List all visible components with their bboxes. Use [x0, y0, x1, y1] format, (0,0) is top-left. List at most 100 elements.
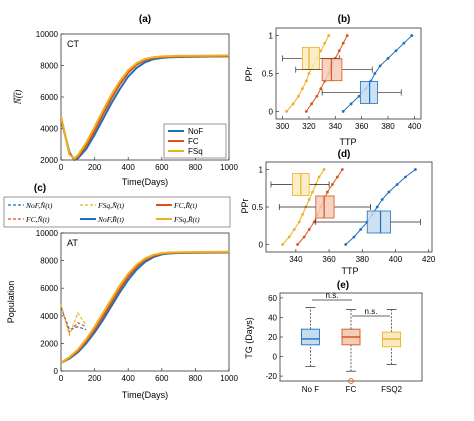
panel-e-marks: No F FC FSQ2: [300, 307, 403, 394]
panel-d-point-fsq-9: [317, 175, 321, 179]
panel-a-label: (a): [139, 14, 151, 25]
panel-b-box-fc: [321, 58, 343, 82]
legend-c-text-fsq-n: FSq,N̄(t): [97, 201, 125, 210]
panel-d-marks: [270, 168, 421, 246]
panel-c-legend-box: [3, 196, 231, 228]
panel-e-outlier-cat-1-0: [348, 378, 354, 384]
panel-c-tag: AT: [67, 238, 78, 248]
panel-a-ytick-label-3: 8000: [40, 62, 58, 71]
panel-d-label: (d): [338, 149, 351, 160]
panel-e-ticks: -20 0 20 40 60: [265, 294, 283, 381]
panel-d-point-nof-2: [359, 228, 363, 231]
ns-label-2: n.s.: [365, 307, 378, 316]
panel-c: (c) NoF,N̄(t) FSq,N̄(t) FC,R̄(t) FC,N̄(t…: [3, 183, 238, 400]
panel-b-xtick-label-3: 360: [355, 122, 369, 131]
panel-e-ytick-label-1: 0: [273, 353, 278, 362]
legend-a-text-fc: FC: [188, 137, 199, 146]
panel-e-xtick-label-cat-1: FC: [346, 385, 357, 394]
panel-a-tag: CT: [67, 39, 79, 49]
panel-d-point-fc-2: [307, 228, 311, 231]
legend-a-text-nof: NoF: [188, 127, 203, 136]
panel-d-point-fsq-2: [292, 228, 296, 231]
panel-d-point-fc-8: [331, 183, 334, 186]
line-c-4: [60, 251, 230, 364]
line-c-3: [60, 251, 230, 364]
panel-d-xtick-label-2: 380: [356, 255, 370, 264]
panel-b-point-fsq-9: [323, 41, 327, 45]
panel-d-point-fsq-0: [281, 243, 284, 246]
panel-b-point-fc-9: [341, 41, 345, 45]
panel-d-point-nof-5: [375, 205, 379, 209]
panel-d-point-fc-10: [340, 168, 344, 171]
panel-b-label: (b): [338, 14, 351, 25]
panel-e: (e) -20 0 20 40 60 No F FC FSQ2 TG (Days) n.s.…: [244, 280, 423, 394]
panel-b-point-fsq-4: [304, 79, 308, 83]
panel-c-ytick-label-5: 10000: [36, 229, 59, 238]
panel-d-xtick-label-4: 420: [422, 255, 436, 264]
panel-d-ytick-label-0: 0: [259, 241, 264, 250]
panel-d-point-fsq-10: [322, 168, 326, 171]
panel-e-ytick-label-0: -20: [265, 372, 277, 381]
panel-d-point-fc-7: [326, 190, 329, 194]
legend-c-text-fsq-r: FSq,R̄(t): [173, 215, 200, 224]
panel-d-ticks: 340 360 380 400 420 0 0.5 1: [252, 166, 436, 265]
panel-d-point-nof-7: [387, 190, 391, 194]
panel-b-point-fc-3: [319, 87, 323, 91]
panel-c-ytick-label-2: 4000: [40, 312, 58, 321]
legend-c-text-fc-r: FC,R̄(t): [173, 201, 198, 210]
panel-b-point-fsq-1: [291, 102, 295, 106]
line-c-2: [60, 304, 87, 338]
panel-b-point-nof-7: [386, 56, 390, 60]
panel-b-ylabel: PPr: [244, 66, 254, 81]
panel-c-legend: NoF,N̄(t) FSq,N̄(t) FC,R̄(t) FC,N̄(t) No…: [3, 196, 231, 228]
panel-c-xtick-label-1: 200: [88, 374, 102, 383]
panel-b-xtick-label-0: 300: [276, 122, 290, 131]
panel-c-series: [60, 250, 230, 364]
panel-e-ytick-label-4: 60: [268, 294, 277, 303]
panel-d-point-nof-9: [404, 175, 407, 179]
panel-c-xtick-label-3: 600: [155, 374, 169, 383]
panel-b-point-fsq-2: [297, 94, 300, 98]
panel-a-ytick-label-4: 10000: [36, 30, 59, 39]
panel-b: (b) 300 320 340 360 380 400 0 0.5 1 TTP PPr: [244, 14, 422, 147]
panel-e-ylabel: TG (Days): [244, 317, 254, 359]
panel-b-xtick-label-1: 320: [302, 122, 316, 131]
ns-label-1: n.s.: [326, 291, 339, 300]
panel-d-point-nof-8: [395, 183, 399, 186]
panel-b-point-fsq-0: [285, 110, 288, 113]
panel-a-legend: NoF FC FSq: [163, 123, 227, 159]
panel-d-box-fc: [315, 195, 335, 219]
panel-b-box-fsq: [301, 46, 320, 70]
panel-b-point-fc-2: [315, 94, 319, 98]
panel-d: (d) 340 360 380 400 420 0 0.5 1 TTP PPr: [240, 149, 436, 276]
panel-e-box-cat-0: [300, 328, 320, 346]
panel-a-xtick-label-1: 200: [88, 163, 102, 172]
panel-d-point-fc-3: [312, 220, 316, 224]
panel-c-xtick-label-4: 800: [189, 374, 203, 383]
panel-d-point-fsq-6: [307, 198, 311, 201]
panel-b-point-nof-5: [373, 72, 377, 75]
panel-b-ticks: 300 320 340 360 380 400 0 0.5 1: [262, 32, 422, 131]
panel-a-ylabel: N(t): [13, 90, 23, 106]
panel-d-ytick-label-1: 0.5: [252, 203, 264, 212]
panel-d-point-fsq-4: [301, 213, 304, 216]
panel-b-xlabel: TTP: [340, 137, 357, 147]
panel-b-point-fc-10: [345, 34, 349, 37]
panel-b-point-nof-1: [349, 102, 353, 106]
panel-a-xtick-label-5: 1000: [220, 163, 238, 172]
panel-a-series: [60, 54, 230, 162]
panel-d-point-fc-1: [302, 235, 306, 239]
panel-a-xtick-label-3: 600: [155, 163, 169, 172]
panel-c-ytick-label-0: 0: [54, 367, 59, 376]
panel-d-point-fc-0: [296, 243, 299, 246]
panel-a: (a) CT 0 200 400 600 800 1000 2000 4000 6000 8000…: [13, 14, 238, 187]
panel-a-ytick-label-1: 4000: [40, 125, 58, 134]
panel-b-ytick-label-2: 1: [269, 32, 274, 41]
legend-a-text-fsq: FSq: [188, 147, 203, 156]
panel-c-ytick-label-1: 2000: [40, 339, 58, 348]
legend-c-text-nof-n: NoF,N̄(t): [25, 201, 53, 210]
panel-c-xlabel: Time(Days): [122, 390, 168, 400]
panel-d-box-nof: [366, 210, 391, 234]
panel-c-xtick-label-5: 1000: [220, 374, 238, 383]
panel-b-xtick-label-4: 380: [381, 122, 395, 131]
